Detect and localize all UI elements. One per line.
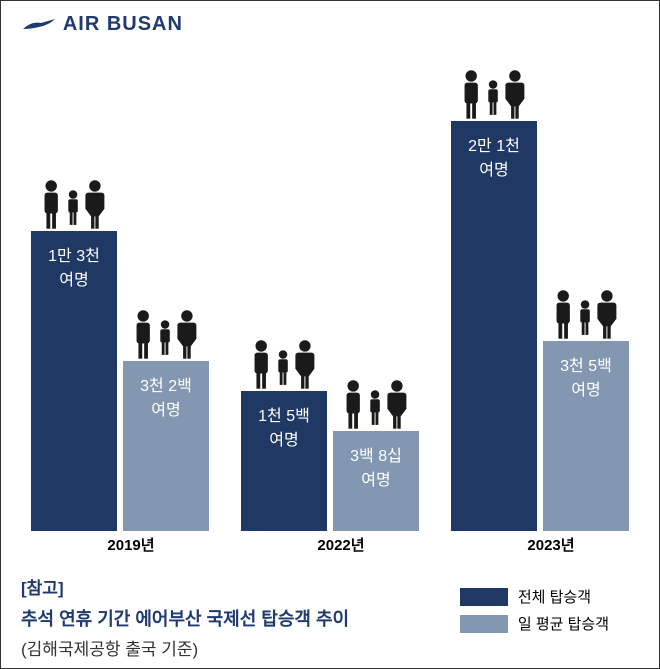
legend-total: 전체 탑승객 <box>460 586 609 607</box>
bar-total-label2: 여명 <box>479 159 508 183</box>
family-icon <box>31 177 117 231</box>
bar-total-label1: 1만 3천 <box>48 245 100 269</box>
bar-total-label2: 여명 <box>269 429 298 453</box>
bar-total-2019: 1만 3천여명 <box>31 231 117 531</box>
family-icon <box>451 67 537 121</box>
bar-total-label1: 1천 5백 <box>258 405 310 429</box>
family-icon <box>123 307 209 361</box>
bar-total-2023: 2만 1천여명 <box>451 121 537 531</box>
bar-daily-2022: 3백 8십여명 <box>333 431 419 531</box>
bar-daily-label2: 여명 <box>151 399 180 423</box>
year-label-2023: 2023년 <box>451 534 651 555</box>
bar-daily-label1: 3천 5백 <box>560 355 612 379</box>
chart-area: 1만 3천여명3천 2백여명 <box>1 61 660 561</box>
bar-daily-2019: 3천 2백여명 <box>123 361 209 531</box>
year-label-2022: 2022년 <box>241 534 441 555</box>
logo: AIR BUSAN <box>21 13 183 36</box>
family-icon <box>543 287 629 341</box>
legend: 전체 탑승객 일 평균 탑승객 <box>460 586 609 640</box>
bar-total-2022: 1천 5백여명 <box>241 391 327 531</box>
bar-total-label1: 2만 1천 <box>468 135 520 159</box>
family-icon <box>333 377 419 431</box>
year-label-2019: 2019년 <box>31 534 231 555</box>
legend-label-total: 전체 탑승객 <box>518 586 591 607</box>
legend-label-daily: 일 평균 탑승객 <box>518 613 609 634</box>
bar-daily-2023: 3천 5백여명 <box>543 341 629 531</box>
legend-daily: 일 평균 탑승객 <box>460 613 609 634</box>
bar-daily-label2: 여명 <box>361 469 390 493</box>
bar-daily-label2: 여명 <box>571 379 600 403</box>
legend-swatch-daily <box>460 615 508 633</box>
bar-daily-label1: 3천 2백 <box>140 375 192 399</box>
logo-text: AIR BUSAN <box>63 13 183 35</box>
family-icon <box>241 337 327 391</box>
legend-swatch-total <box>460 588 508 606</box>
bar-total-label2: 여명 <box>59 269 88 293</box>
bar-daily-label1: 3백 8십 <box>350 445 402 469</box>
footer: [참고] 추석 연휴 기간 에어부산 국제선 탑승객 추이 (김해국제공항 출국… <box>21 574 639 660</box>
